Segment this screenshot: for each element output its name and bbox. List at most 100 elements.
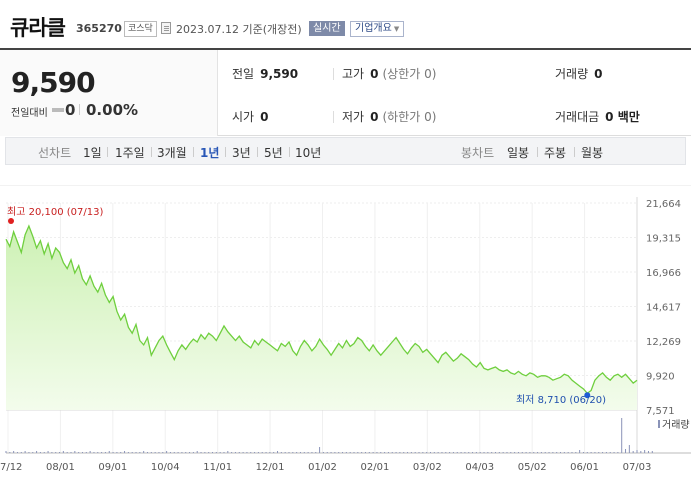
volume-bar: [20, 452, 22, 453]
y-tick-label: 21,664: [646, 199, 681, 210]
volume-bar: [261, 452, 263, 453]
chart-period-tabs: 선차트 1일 1주일 3개월 1년 3년 5년 10년 봉차트 일봉 주봉 월봉: [5, 137, 686, 165]
volume-bar: [181, 452, 183, 453]
volume-bar: [464, 452, 466, 453]
volume-bar: [590, 452, 592, 453]
volume-bar: [257, 452, 259, 453]
amount-label: 거래대금: [555, 110, 600, 124]
volume-legend-swatch: [658, 420, 660, 428]
change-rate: 0.00%: [86, 101, 139, 119]
volume-bar: [636, 450, 638, 453]
base-date: 2023.07.12 기준(개장전): [176, 23, 302, 36]
volume-bar: [460, 452, 462, 453]
volume-bar: [361, 452, 363, 453]
volume-bar: [108, 451, 110, 453]
prev-close-label: 전일: [232, 67, 255, 81]
x-tick-label: 06/01: [570, 462, 599, 473]
volume-bar: [613, 452, 615, 453]
volume-bar: [640, 451, 642, 453]
volume-bar: [143, 451, 145, 453]
volume-bar: [410, 452, 412, 453]
volume-bar: [357, 452, 359, 453]
volume-bar: [621, 418, 623, 453]
volume-bar: [28, 452, 30, 453]
volume-bar: [506, 452, 508, 453]
tab-monthly-candle[interactable]: 월봉: [581, 146, 604, 160]
x-tick-label: 07/03: [623, 462, 652, 473]
volume-bar: [13, 451, 15, 453]
y-tick-label: 19,315: [646, 234, 681, 245]
volume-bar: [16, 452, 18, 453]
volume-bar: [112, 452, 114, 453]
tab-5y[interactable]: 5년: [264, 146, 283, 160]
y-tick-label: 7,571: [646, 406, 675, 417]
price-chart[interactable]: 21,664 19,315 16,966 14,617 12,269 9,920 7,571…: [0, 185, 691, 485]
upper-limit: (상한가 0): [382, 67, 437, 81]
volume-bar: [452, 452, 454, 453]
volume-bar: [483, 452, 485, 453]
volume-bar: [315, 452, 317, 453]
volume-bar: [93, 452, 95, 453]
volume-bar: [246, 452, 248, 453]
x-tick-label: 01/02: [308, 462, 337, 473]
volume-bar: [533, 452, 535, 453]
volume-bar: [162, 452, 164, 453]
volume-bar: [628, 445, 630, 453]
volume-bar: [238, 452, 240, 453]
volume-bar: [376, 452, 378, 453]
volume-bar: [391, 452, 393, 453]
realtime-button[interactable]: 실시간: [309, 21, 345, 36]
volume-bar: [227, 451, 229, 453]
chevron-down-icon: ▼: [393, 25, 400, 33]
volume-bar: [273, 452, 275, 453]
volume-bar: [586, 452, 588, 453]
volume-bar: [192, 452, 194, 453]
divider: [574, 147, 575, 157]
volume-bar: [269, 452, 271, 453]
tab-3y[interactable]: 3년: [232, 146, 251, 160]
market-badge: 코스닥: [124, 21, 157, 37]
document-icon: [161, 22, 171, 34]
volume-bar: [154, 452, 156, 453]
volume-bar: [131, 452, 133, 453]
volume-bar: [215, 452, 217, 453]
prev-close-stat: 전일 9,590: [232, 65, 298, 82]
price-summary: 9,590 전일대비 0 0.00% 전일 9,590 고가 0 (상한가 0) 거래…: [0, 48, 691, 136]
y-tick-label: 16,966: [646, 268, 681, 279]
volume-bar: [609, 452, 611, 453]
volume-bar: [292, 452, 294, 453]
volume-bar: [575, 452, 577, 453]
volume-bar: [579, 450, 581, 453]
stock-name: 큐라클: [10, 16, 66, 40]
volume-bar: [124, 451, 126, 453]
lower-limit: (하한가 0): [382, 110, 437, 124]
tab-1d[interactable]: 1일: [83, 146, 102, 160]
low-stat: 저가 0 (하한가 0): [342, 108, 436, 125]
volume-bar: [85, 452, 87, 453]
candle-chart-label: 봉차트: [461, 146, 495, 160]
current-price: 9,590: [11, 66, 96, 99]
tab-10y[interactable]: 10년: [295, 146, 322, 160]
volume-bar: [307, 452, 309, 453]
open-stat: 시가 0: [232, 108, 268, 125]
volume-bar: [495, 452, 497, 453]
tab-weekly-candle[interactable]: 주봉: [544, 146, 567, 160]
volume-bar: [9, 452, 11, 453]
company-overview-dropdown[interactable]: 기업개요 ▼: [350, 21, 405, 37]
low-label: 저가: [342, 110, 365, 124]
volume-bar: [47, 451, 49, 453]
x-tick-label: 11/01: [203, 462, 232, 473]
volume-bar: [234, 452, 236, 453]
volume-bar: [330, 452, 332, 453]
volume-bar: [299, 452, 301, 453]
volume-bar: [433, 452, 435, 453]
tab-3m[interactable]: 3개월: [157, 146, 187, 160]
tab-1y[interactable]: 1년: [200, 146, 220, 160]
volume-bar: [101, 452, 103, 453]
x-tick-label: 12/01: [256, 462, 285, 473]
volume-bar: [560, 452, 562, 453]
tab-daily-candle[interactable]: 일봉: [507, 146, 530, 160]
tab-1w[interactable]: 1주일: [115, 146, 145, 160]
volume-bar: [74, 451, 76, 453]
low-marker: [584, 392, 591, 399]
